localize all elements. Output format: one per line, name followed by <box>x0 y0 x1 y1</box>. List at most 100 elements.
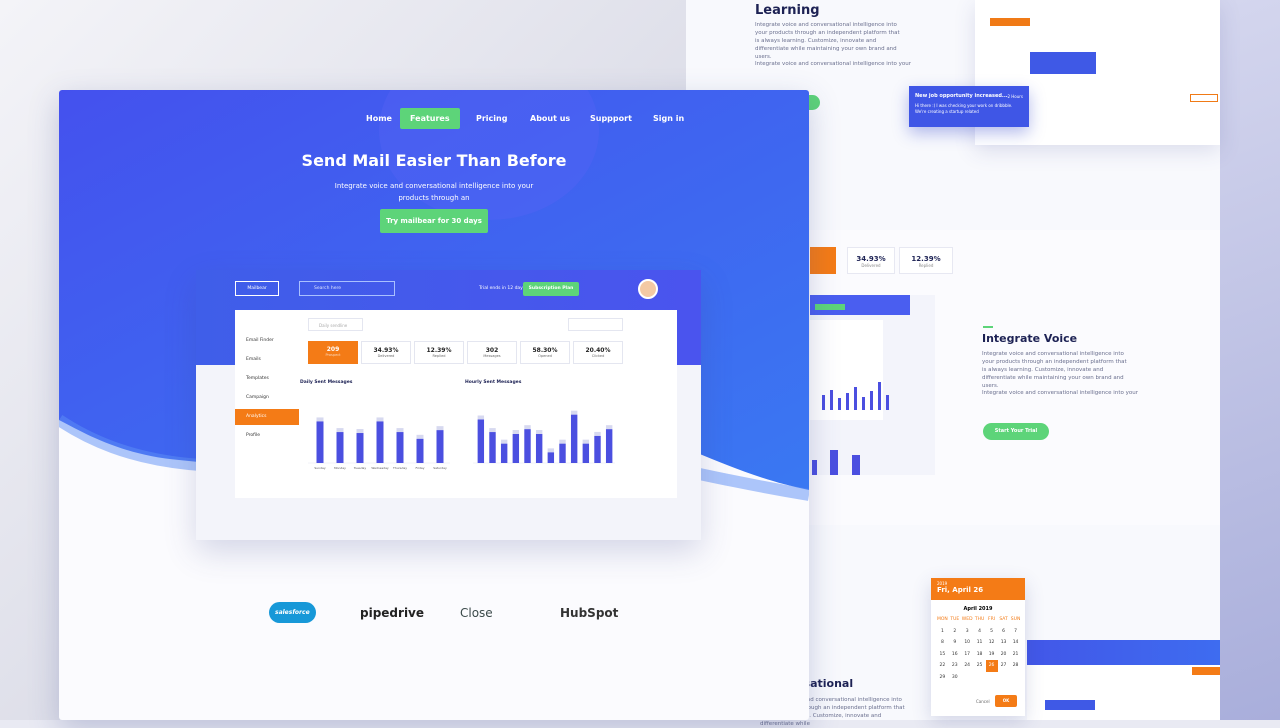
weekday: TUE <box>950 617 960 623</box>
bar-bg <box>336 428 344 433</box>
nav-link[interactable]: About us <box>530 114 571 123</box>
bar <box>416 438 424 463</box>
decoration <box>852 455 860 475</box>
day[interactable]: 10 <box>964 640 971 646</box>
menu-item[interactable]: Emails <box>246 357 261 362</box>
menu-item[interactable]: Email Finder <box>246 338 274 343</box>
nav-link[interactable]: Features <box>400 108 460 129</box>
day[interactable]: 19 <box>988 651 995 657</box>
day[interactable]: 23 <box>951 663 958 669</box>
x-tick-label: Wednesday <box>371 466 389 470</box>
calendar-cancel[interactable]: Cancel <box>976 699 990 704</box>
bar-bg <box>500 439 508 444</box>
day[interactable]: 29 <box>939 674 946 680</box>
date-filter[interactable] <box>568 318 623 331</box>
stat-card: 12.39% Replied <box>414 341 464 364</box>
button[interactable]: Start Your Trial <box>983 423 1049 440</box>
calendar-ok[interactable]: OK <box>995 695 1017 707</box>
nav-link[interactable]: Home <box>366 114 392 123</box>
decoration <box>830 450 838 475</box>
nav-link[interactable]: Pricing <box>476 114 508 123</box>
day[interactable]: 22 <box>939 663 946 669</box>
search[interactable]: Search here <box>299 281 395 296</box>
day[interactable]: 18 <box>976 651 983 657</box>
bar-bg <box>547 448 555 453</box>
x-tick-label: Saturday <box>433 466 447 470</box>
decoration <box>822 395 825 410</box>
menu-item[interactable]: Profile <box>246 433 260 438</box>
weekday: MON <box>937 617 948 623</box>
filter[interactable]: Daily sendline <box>308 318 363 331</box>
nav-link[interactable]: Sign in <box>653 114 685 123</box>
day[interactable]: 20 <box>1000 651 1007 657</box>
day[interactable]: 13 <box>1000 640 1007 646</box>
day[interactable]: 5 <box>990 628 993 634</box>
day[interactable]: 30 <box>951 674 958 680</box>
calendar-week: 29 30 <box>936 672 1022 684</box>
decoration <box>838 398 841 410</box>
day[interactable]: 3 <box>965 628 969 634</box>
bar <box>605 429 613 463</box>
x-tick-label: Monday <box>334 466 346 470</box>
day[interactable]: 27 <box>1000 663 1007 669</box>
nav-link[interactable]: Suppport <box>590 114 632 123</box>
menu-item[interactable]: Campaign <box>246 395 269 400</box>
mini-bars <box>812 382 889 475</box>
heading: Learning <box>755 3 820 18</box>
paragraph: Integrate voice and conversational intel… <box>755 61 911 67</box>
decoration <box>812 382 889 475</box>
day[interactable]: 2 <box>953 628 957 634</box>
stat-value: 302 <box>485 347 499 354</box>
brand-button[interactable]: Mailbear <box>235 281 279 296</box>
dashboard: Mailbear Search here Trial ends in 12 da… <box>196 270 701 540</box>
day[interactable]: 15 <box>939 651 946 657</box>
day[interactable]: 11 <box>976 640 983 646</box>
stat-value: 209 <box>326 346 340 353</box>
bar-bg <box>582 439 590 444</box>
bar <box>500 443 508 463</box>
menu-item[interactable]: Analytics <box>235 409 299 425</box>
bar <box>535 434 543 463</box>
day[interactable]: 4 <box>978 628 981 634</box>
day[interactable]: 17 <box>964 651 971 657</box>
stat-value: 58.30% <box>532 347 558 354</box>
day[interactable]: 21 <box>1012 651 1019 657</box>
day[interactable]: 1 <box>940 628 944 634</box>
stat-label: Opened <box>538 354 552 358</box>
avatar[interactable] <box>638 279 658 299</box>
heading: Integrate Voice <box>982 332 1078 345</box>
day[interactable]: 6 <box>1002 628 1005 634</box>
decoration <box>878 382 881 410</box>
day[interactable]: 9 <box>953 640 957 646</box>
message-active <box>1030 52 1096 74</box>
day[interactable]: 24 <box>964 663 971 669</box>
x-tick-label: Thursday <box>392 466 407 470</box>
day[interactable]: 14 <box>1012 640 1019 646</box>
calendar-week: 15 16 17 18 19 20 21 <box>936 649 1022 661</box>
bar-bg <box>376 417 384 422</box>
stat-card: 20.40% Clicked <box>573 341 623 364</box>
button[interactable] <box>1192 667 1220 675</box>
bar-bg <box>396 428 404 433</box>
day[interactable]: 12 <box>988 640 995 646</box>
day[interactable]: 16 <box>951 651 958 657</box>
weekday: FRI <box>988 617 996 623</box>
plan-button[interactable]: Subscription Plan <box>523 282 579 296</box>
bar-bg <box>559 439 566 444</box>
bar-bg <box>535 430 543 434</box>
day[interactable]: 26 <box>985 660 998 672</box>
stat-label: Clicked <box>591 354 605 358</box>
day[interactable]: 28 <box>1012 663 1019 669</box>
stat-label: Delivered <box>861 263 881 268</box>
day[interactable]: 25 <box>976 663 983 669</box>
notification-text: Hi there :) I was checking your work on … <box>915 103 1013 114</box>
bar <box>570 414 578 463</box>
day[interactable]: 8 <box>940 640 944 646</box>
decoration <box>830 390 833 410</box>
menu-item[interactable]: Templates <box>246 376 269 381</box>
message-active <box>1045 700 1095 710</box>
button[interactable] <box>1190 94 1218 102</box>
cta-button[interactable]: Try mailbear for 30 days <box>380 209 488 233</box>
day[interactable]: 7 <box>1014 628 1017 634</box>
calendar-month: April 2019 <box>963 606 993 612</box>
